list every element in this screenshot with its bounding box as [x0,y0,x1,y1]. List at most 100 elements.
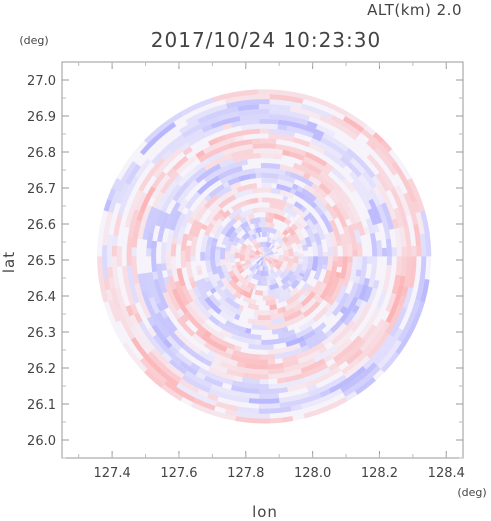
radar-cell [249,265,256,272]
radar-cell [161,263,167,271]
radar-cell [147,316,156,327]
radar-cell [295,263,303,273]
radar-cell [269,99,303,109]
radar-cell [146,231,154,249]
radar-cell [173,329,201,355]
radar-cell [236,406,259,414]
radar-cell [373,147,398,176]
radar-cell [238,174,251,182]
radar-cell [231,333,256,345]
radar-cell [270,312,284,320]
radar-cell [261,280,268,286]
radar-cell [178,292,190,306]
radar-cell [281,260,289,268]
radar-cell [190,362,201,372]
radar-cell [195,163,222,184]
radar-cell [287,280,293,286]
radar-cell [190,236,198,257]
radar-cell [298,258,304,262]
radar-cell [316,174,335,192]
radar-cell [257,187,272,193]
radar-cell [168,128,204,155]
radar-cell [385,293,397,313]
radar-cell [226,217,237,228]
radar-cell [199,278,210,293]
radar-cell [254,339,262,345]
radar-cell [415,256,427,302]
radar-cell [234,225,243,235]
radar-cell [286,125,314,138]
radar-cell [263,251,265,257]
radar-cell [342,151,353,162]
radar-cell [313,232,322,246]
radar-cell [108,190,121,214]
radar-cell [246,275,252,282]
radar-cell [111,245,118,257]
radar-cell [319,170,344,194]
radar-cell [274,298,280,305]
radar-cell [332,256,338,262]
radar-cell [261,226,270,233]
radar-cell [134,323,155,352]
radar-cell [225,225,236,238]
radar-cell [137,204,152,240]
radar-cell [397,299,421,343]
radar-cell [103,199,112,212]
radar-cell [391,247,397,257]
radar-cell [391,274,401,295]
radar-cell [261,172,279,179]
radar-cell [244,225,252,232]
radar-cell [358,284,369,301]
radar-cell [294,190,306,200]
radar-cell [233,236,241,243]
radar-cell [285,240,292,247]
radar-cell [187,234,194,242]
radar-cell [259,256,265,258]
radar-cell [194,205,208,222]
radar-cell [407,178,425,212]
radar-cell [420,210,432,257]
radar-cell [408,256,417,289]
radar-cell [197,388,209,398]
radar-cell [286,287,292,294]
radar-cell [204,222,215,237]
radar-cell [366,154,395,190]
radar-cell [210,245,217,261]
radar-cell [249,288,254,294]
radar-cell [329,319,344,334]
radar-cell [270,317,286,325]
y-axis-ticks: 26.0 26.1 26.2 26.3 26.4 26.5 26.6 26.7 26.8 26.9… [27,74,463,459]
radar-cell [256,259,262,265]
x-tick-label: 128.0 [294,466,331,481]
radar-cell [312,306,329,323]
radar-cell [301,160,310,169]
radar-cell [210,218,217,226]
radar-cell [204,296,222,315]
radar-cell [415,211,425,235]
radar-cell [208,314,221,326]
radar-cell [328,266,338,282]
radar-cell [207,393,219,402]
radar-cell [112,235,119,247]
radar-cell [376,240,383,257]
y-unit-label: (deg) [19,34,48,47]
radar-cell [222,181,230,189]
radar-cell [179,361,198,376]
radar-cell [106,234,114,268]
radar-cell [273,251,279,255]
radar-cell [234,313,241,321]
radar-cell [170,243,177,257]
radar-cell [275,144,307,157]
radar-cell [158,369,179,387]
radar-cell [311,256,319,272]
radar-cell [272,261,278,266]
radar-cell [303,367,331,383]
radar-cell [264,253,269,257]
radar-cell [177,198,189,213]
y-tick-label: 26.8 [27,146,56,161]
radar-cell [293,162,320,179]
radar-cell [282,229,289,236]
radar-cell [339,233,348,257]
radar-cell [244,362,269,370]
radar-cell [247,318,258,325]
